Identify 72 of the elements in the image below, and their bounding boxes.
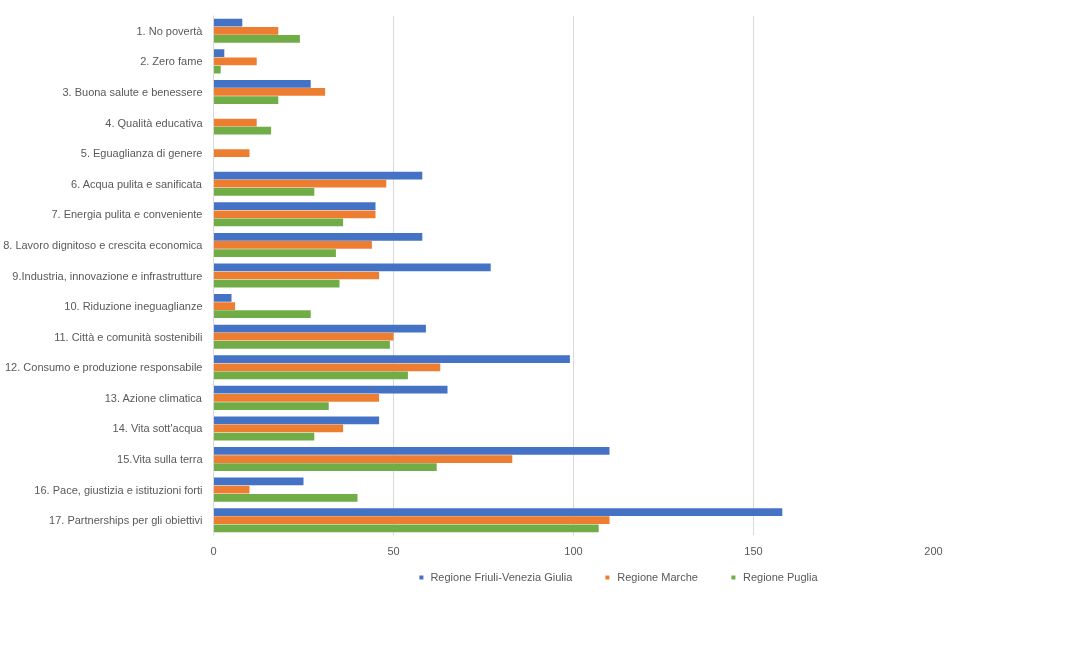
legend-label: Regione Puglia [742, 571, 818, 583]
y-tick-label: 2. Zero fame [140, 55, 203, 68]
bar [213, 149, 250, 158]
bar [213, 424, 344, 433]
bar [213, 18, 243, 27]
y-tick-label: 11. Città e comunità sostenibili [54, 330, 203, 343]
y-tick-label: 15.Vita sulla terra [117, 453, 204, 466]
bar [213, 385, 448, 394]
bar [213, 35, 300, 43]
y-tick-label: 13. Azione climatica [104, 391, 203, 404]
bar [213, 271, 380, 280]
x-tick-label: 200 [924, 544, 943, 557]
bar [213, 26, 279, 35]
bar [213, 363, 441, 372]
y-tick-label: 14. Vita sott'acqua [112, 422, 204, 435]
y-tick-label: 17. Partnerships per gli obiettivi [49, 514, 203, 527]
bar [213, 402, 329, 410]
bar [213, 416, 380, 425]
y-tick-label: 6. Acqua pulita e sanificata [71, 177, 203, 190]
bar [213, 218, 344, 227]
y-tick-label: 9.Industria, innovazione e infrastrutture [12, 269, 203, 282]
legend-label: Regione Friuli-Venezia Giulia [430, 571, 573, 583]
bar [213, 57, 257, 66]
bar [213, 179, 387, 188]
y-tick-label: 8. Lavoro dignitoso e crescita economica [3, 238, 204, 251]
bar [213, 118, 257, 127]
bar [213, 324, 426, 333]
bar [213, 263, 491, 272]
bar [213, 493, 358, 502]
bar [213, 393, 380, 402]
bar [213, 371, 408, 380]
bar [213, 88, 326, 96]
y-tick-label: 1. No povertà [136, 24, 204, 37]
bar [213, 171, 423, 180]
bar [213, 210, 376, 219]
y-tick-label: 10. Riduzione ineguaglianze [64, 300, 203, 313]
x-tick-label: 100 [564, 544, 583, 557]
y-tick-label: 5. Eguaglianza di genere [80, 147, 203, 160]
bar [213, 455, 513, 463]
bar [213, 485, 250, 494]
y-tick-label: 7. Energia pulita e conveniente [51, 208, 203, 221]
y-tick-label: 4. Qualità educativa [105, 116, 204, 129]
bar [213, 524, 599, 533]
legend-label: Regione Marche [617, 571, 698, 583]
bar [213, 302, 236, 310]
bar [213, 188, 315, 196]
bar [213, 332, 394, 341]
bar [213, 447, 610, 455]
y-tick-label: 12. Consumo e produzione responsabile [4, 361, 203, 374]
y-tick-label: 3. Buona salute e benessere [62, 85, 203, 98]
bar [213, 294, 232, 302]
bar [213, 340, 390, 349]
bar [213, 508, 783, 516]
x-tick-label: 50 [387, 544, 400, 557]
bar [213, 249, 336, 257]
x-tick-label: 0 [210, 544, 217, 557]
bar [213, 477, 304, 486]
bar [213, 202, 376, 211]
bar [213, 79, 311, 88]
bar [213, 279, 340, 288]
bar [213, 516, 610, 525]
bar [213, 232, 423, 241]
bar [213, 432, 315, 441]
bar [213, 126, 272, 135]
bar [213, 355, 570, 363]
bar [213, 49, 225, 58]
bar [213, 241, 372, 249]
x-tick-label: 150 [744, 544, 763, 557]
bar [213, 463, 437, 472]
bar [213, 310, 311, 319]
bar [213, 96, 279, 104]
y-tick-label: 16. Pace, giustizia e istituzioni forti [34, 483, 203, 496]
